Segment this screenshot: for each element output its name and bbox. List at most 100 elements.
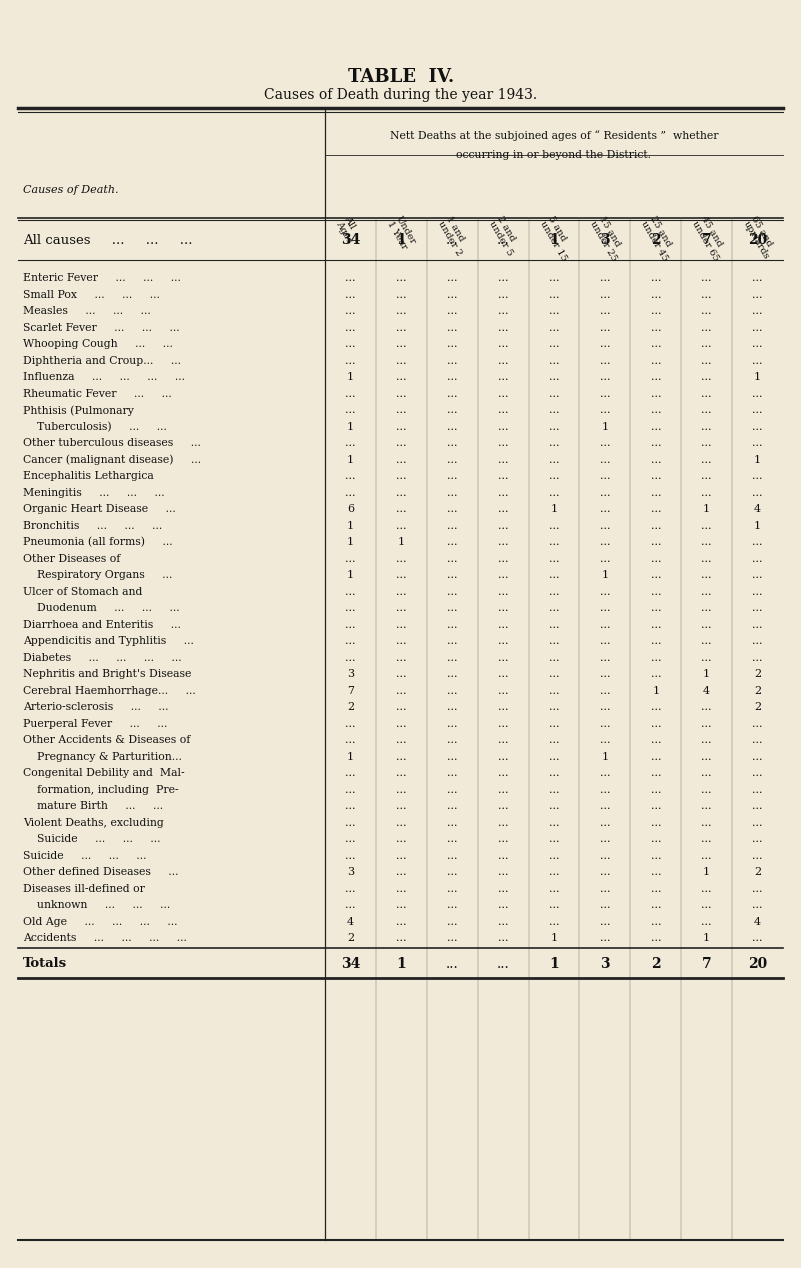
Text: Small Pox     ...     ...     ...: Small Pox ... ... ... [23,290,160,299]
Text: ...: ... [447,785,457,795]
Text: ...: ... [702,571,712,581]
Text: ...: ... [396,505,407,515]
Text: 2: 2 [347,702,354,713]
Text: ...: ... [447,455,457,465]
Text: ...: ... [498,801,509,812]
Text: 4: 4 [703,686,710,696]
Text: ...: ... [396,620,407,630]
Text: ...: ... [600,785,610,795]
Text: ...: ... [752,768,763,779]
Text: ...: ... [549,323,559,332]
Text: ...: ... [600,900,610,910]
Text: ...: ... [447,867,457,877]
Text: ...: ... [650,488,661,498]
Text: Phthisis (Pulmonary: Phthisis (Pulmonary [23,404,134,416]
Text: Other Diseases of: Other Diseases of [23,554,120,564]
Text: 2 and
under 5: 2 and under 5 [487,216,522,257]
Text: ...: ... [752,834,763,844]
Text: Violent Deaths, excluding: Violent Deaths, excluding [23,818,163,828]
Text: ...: ... [549,488,559,498]
Text: ...: ... [498,637,509,647]
Text: ...: ... [600,620,610,630]
Text: 3: 3 [347,867,354,877]
Text: Diseases ill-defined or: Diseases ill-defined or [23,884,145,894]
Text: ...: ... [752,637,763,647]
Text: ...: ... [650,768,661,779]
Text: ...: ... [650,637,661,647]
Text: ...: ... [650,290,661,299]
Text: Organic Heart Disease     ...: Organic Heart Disease ... [23,505,175,515]
Text: ...: ... [702,290,712,299]
Text: All
Ages: All Ages [334,216,362,245]
Text: Cancer (malignant disease)     ...: Cancer (malignant disease) ... [23,454,201,465]
Text: ...: ... [345,900,356,910]
Text: ...: ... [600,917,610,927]
Text: 1: 1 [550,933,557,943]
Text: 1: 1 [550,505,557,515]
Text: ...: ... [752,884,763,894]
Text: ...: ... [702,422,712,431]
Text: Cerebral Haemhorrhage...     ...: Cerebral Haemhorrhage... ... [23,686,195,696]
Text: ...: ... [702,702,712,713]
Text: ...: ... [650,620,661,630]
Text: unknown     ...     ...     ...: unknown ... ... ... [23,900,171,910]
Text: ...: ... [345,785,356,795]
Text: Other defined Diseases     ...: Other defined Diseases ... [23,867,179,877]
Text: ...: ... [396,917,407,927]
Text: ...: ... [549,307,559,316]
Text: ...: ... [345,340,356,349]
Text: ...: ... [498,604,509,614]
Text: Duodenum     ...     ...     ...: Duodenum ... ... ... [23,604,179,614]
Text: 1: 1 [549,956,559,970]
Text: ...: ... [650,455,661,465]
Text: ...: ... [498,406,509,415]
Text: ...: ... [549,587,559,597]
Text: ...: ... [549,735,559,746]
Text: ...: ... [752,900,763,910]
Text: ...: ... [498,587,509,597]
Text: ...: ... [752,307,763,316]
Text: All causes     ...     ...     ...: All causes ... ... ... [23,233,192,246]
Text: ...: ... [447,933,457,943]
Text: ...: ... [396,719,407,729]
Text: ...: ... [447,900,457,910]
Text: ...: ... [447,637,457,647]
Text: Suicide     ...     ...     ...: Suicide ... ... ... [23,834,160,844]
Text: ...: ... [549,637,559,647]
Text: ...: ... [396,801,407,812]
Text: ...: ... [549,389,559,398]
Text: ...: ... [549,571,559,581]
Text: ...: ... [396,406,407,415]
Text: ...: ... [447,620,457,630]
Text: Meningitis     ...     ...     ...: Meningitis ... ... ... [23,488,165,498]
Text: ...: ... [345,719,356,729]
Text: Scarlet Fever     ...     ...     ...: Scarlet Fever ... ... ... [23,323,179,332]
Text: ...: ... [447,356,457,365]
Text: ...: ... [752,554,763,564]
Text: ...: ... [600,505,610,515]
Text: ...: ... [498,670,509,680]
Text: ...: ... [345,653,356,663]
Text: ...: ... [752,587,763,597]
Text: ...: ... [396,422,407,431]
Text: ...: ... [345,735,356,746]
Text: ...: ... [600,604,610,614]
Text: ...: ... [702,373,712,382]
Text: ...: ... [498,307,509,316]
Text: ...: ... [752,439,763,449]
Text: 1: 1 [602,571,609,581]
Text: ...: ... [396,356,407,365]
Text: 25 and
under 45: 25 and under 45 [639,216,678,262]
Text: ...: ... [345,801,356,812]
Text: TABLE  IV.: TABLE IV. [348,68,454,86]
Text: ...: ... [396,323,407,332]
Text: ...: ... [447,917,457,927]
Text: ...: ... [396,340,407,349]
Text: ...: ... [345,273,356,283]
Text: ...: ... [600,488,610,498]
Text: ...: ... [702,735,712,746]
Text: ...: ... [396,373,407,382]
Text: ...: ... [447,422,457,431]
Text: 1: 1 [347,455,354,465]
Text: ...: ... [752,356,763,365]
